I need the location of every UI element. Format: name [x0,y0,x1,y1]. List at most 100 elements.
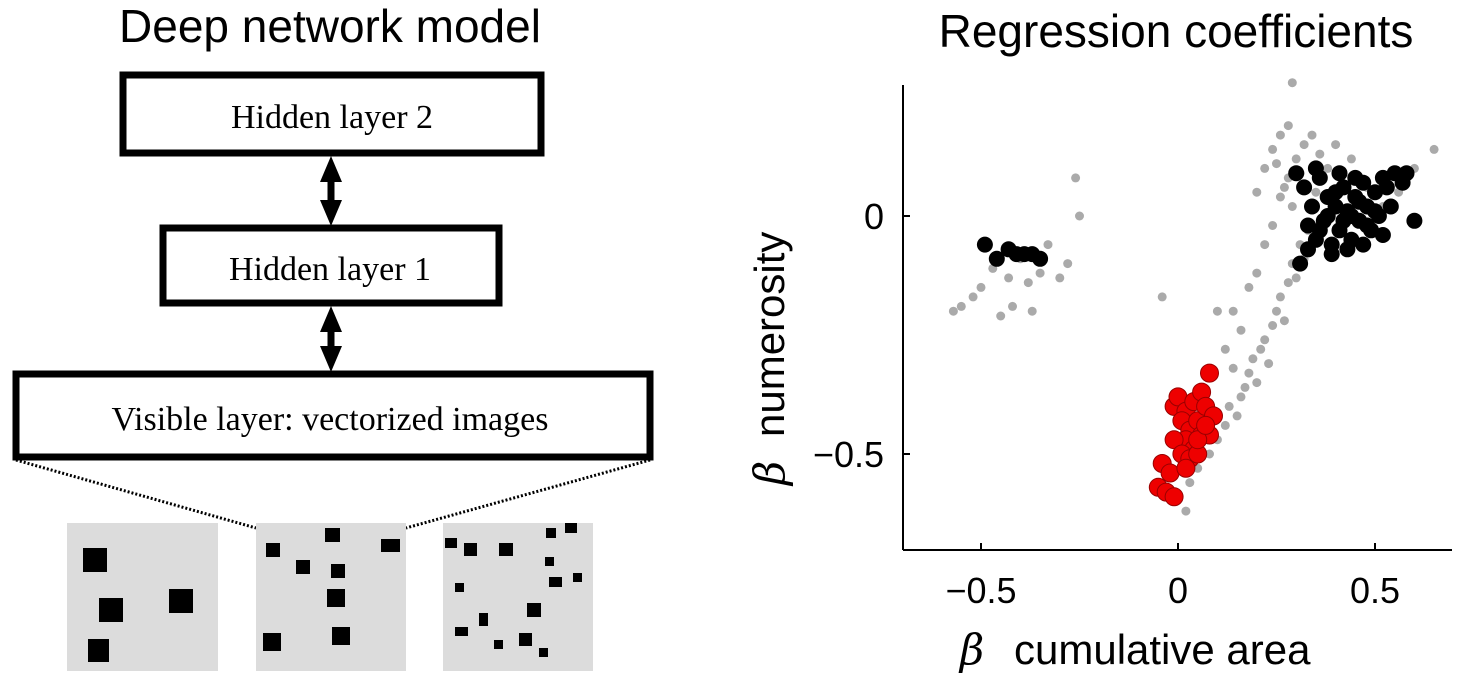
scatter-point-gray [1244,368,1254,378]
arrow-hidden1-visible [320,306,342,372]
scatter-point-gray [1004,273,1014,283]
visible-layer-label: Visible layer: vectorized images [112,401,549,438]
diagram-title: Deep network model [119,0,541,52]
scatter-point-black [1347,169,1364,186]
scatter-point-black [1307,160,1324,177]
scatter-point-black [1292,255,1309,272]
image-square [325,528,340,542]
hidden-layer-2-box [119,71,545,157]
scatter-point-gray [1236,392,1246,402]
scatter-point-gray [1181,506,1191,516]
scatter-point-gray [1240,382,1250,392]
scatter-point-gray [1055,273,1065,283]
image-square [381,539,400,552]
input-image-few-large [67,523,218,671]
hidden-layer-2-label: Hidden layer 2 [231,99,433,136]
scatter-point-gray [1008,301,1017,311]
visible-layer-box [12,370,654,461]
scatter-point-gray [1248,354,1258,364]
scatter-point-gray [1252,268,1262,278]
scatter-point-gray [1346,154,1356,164]
image-square [573,573,582,582]
scatter-point-gray [1260,163,1270,173]
image-square [565,523,577,533]
image-square [83,548,107,572]
scatter-point-gray [1043,240,1053,250]
image-square [549,577,562,587]
scatter-point-gray [1063,259,1073,269]
scatter-point-gray [996,311,1006,321]
scatter-point-gray [948,306,958,316]
scatter-point-gray [1291,273,1301,283]
scatter-point-gray [1236,325,1246,335]
scatter-point-gray [1268,321,1278,330]
scatter-point-black [1374,227,1391,243]
scatter-point-gray [956,301,966,311]
scatter-point-gray [1272,306,1281,316]
scatter-point-black [1331,165,1348,182]
image-square [479,613,488,626]
image-square [99,598,123,622]
image-square [266,543,280,557]
scatter-point-gray [1268,221,1278,230]
scatter-point-black [1327,184,1344,201]
scatter-point-black [1382,198,1399,215]
scatter-point-gray [1075,211,1084,221]
projection-line-left [15,458,257,530]
image-square [169,589,193,613]
scatter-point-gray [1272,159,1281,169]
scatter-point-gray [1279,182,1289,192]
scatter-point-black [1351,193,1368,210]
image-square [445,538,457,548]
scatter-point-red [1196,415,1216,435]
network-diagram: Deep network model Hidden layer 2 Hidden… [12,0,654,671]
scatter-point-gray [1291,154,1301,164]
image-square [263,633,281,651]
scatter-point-gray [968,292,978,302]
image-square [296,560,310,574]
scatter-point-gray [1232,411,1242,421]
x-axis-label: β cumulative area [958,625,1311,674]
x-axis-title: cumulative area [1014,626,1311,673]
scatter-point-black [1311,222,1328,239]
scatter-point-red [1160,463,1180,483]
scatter-point-red [1176,458,1196,478]
scatter-point-red [1188,430,1208,450]
scatter-chart: Regression coefficients −0.5 0 0.5 −0.5 0 β … [745,5,1452,674]
image-square [527,603,541,617]
scatter-point-black [1296,179,1313,196]
scatter-point-gray [1035,268,1045,278]
scatter-point-gray [1228,363,1238,373]
y-axis-title: numerosity [746,232,793,437]
scatter-point-black [1304,198,1320,215]
scatter-point-gray [1220,420,1230,430]
y-tick-label: −0.5 [813,434,884,475]
scatter-point-black [1300,241,1316,258]
input-image-medium [256,523,406,671]
x-tick-label: 0.5 [1350,570,1400,611]
scatter-point-black [1323,246,1340,263]
scatter-point-gray [1252,378,1262,388]
scatter-point-black [1355,236,1372,253]
scatter-point-black [1319,208,1336,224]
image-square [464,543,477,556]
input-image-many-small [443,523,593,671]
arrow-hidden2-hidden1 [320,156,342,226]
scatter-point-gray [1224,401,1234,411]
image-square [88,639,109,662]
y-axis-symbol: β [745,461,794,487]
scatter-point-gray [1027,306,1037,316]
scatter-point-gray [1023,278,1033,288]
scatter-point-gray [1287,78,1297,88]
image-square [494,640,503,649]
hidden-layer-1-box [159,224,503,307]
x-tick-label: 0 [1168,570,1188,611]
scatter-point-gray [1185,478,1195,488]
scatter-point-gray [1311,187,1321,197]
scatter-point-gray [1252,187,1262,197]
scatter-point-black [1343,208,1360,224]
data-points [948,78,1439,516]
image-square [539,648,548,657]
scatter-point-gray [1299,140,1309,150]
